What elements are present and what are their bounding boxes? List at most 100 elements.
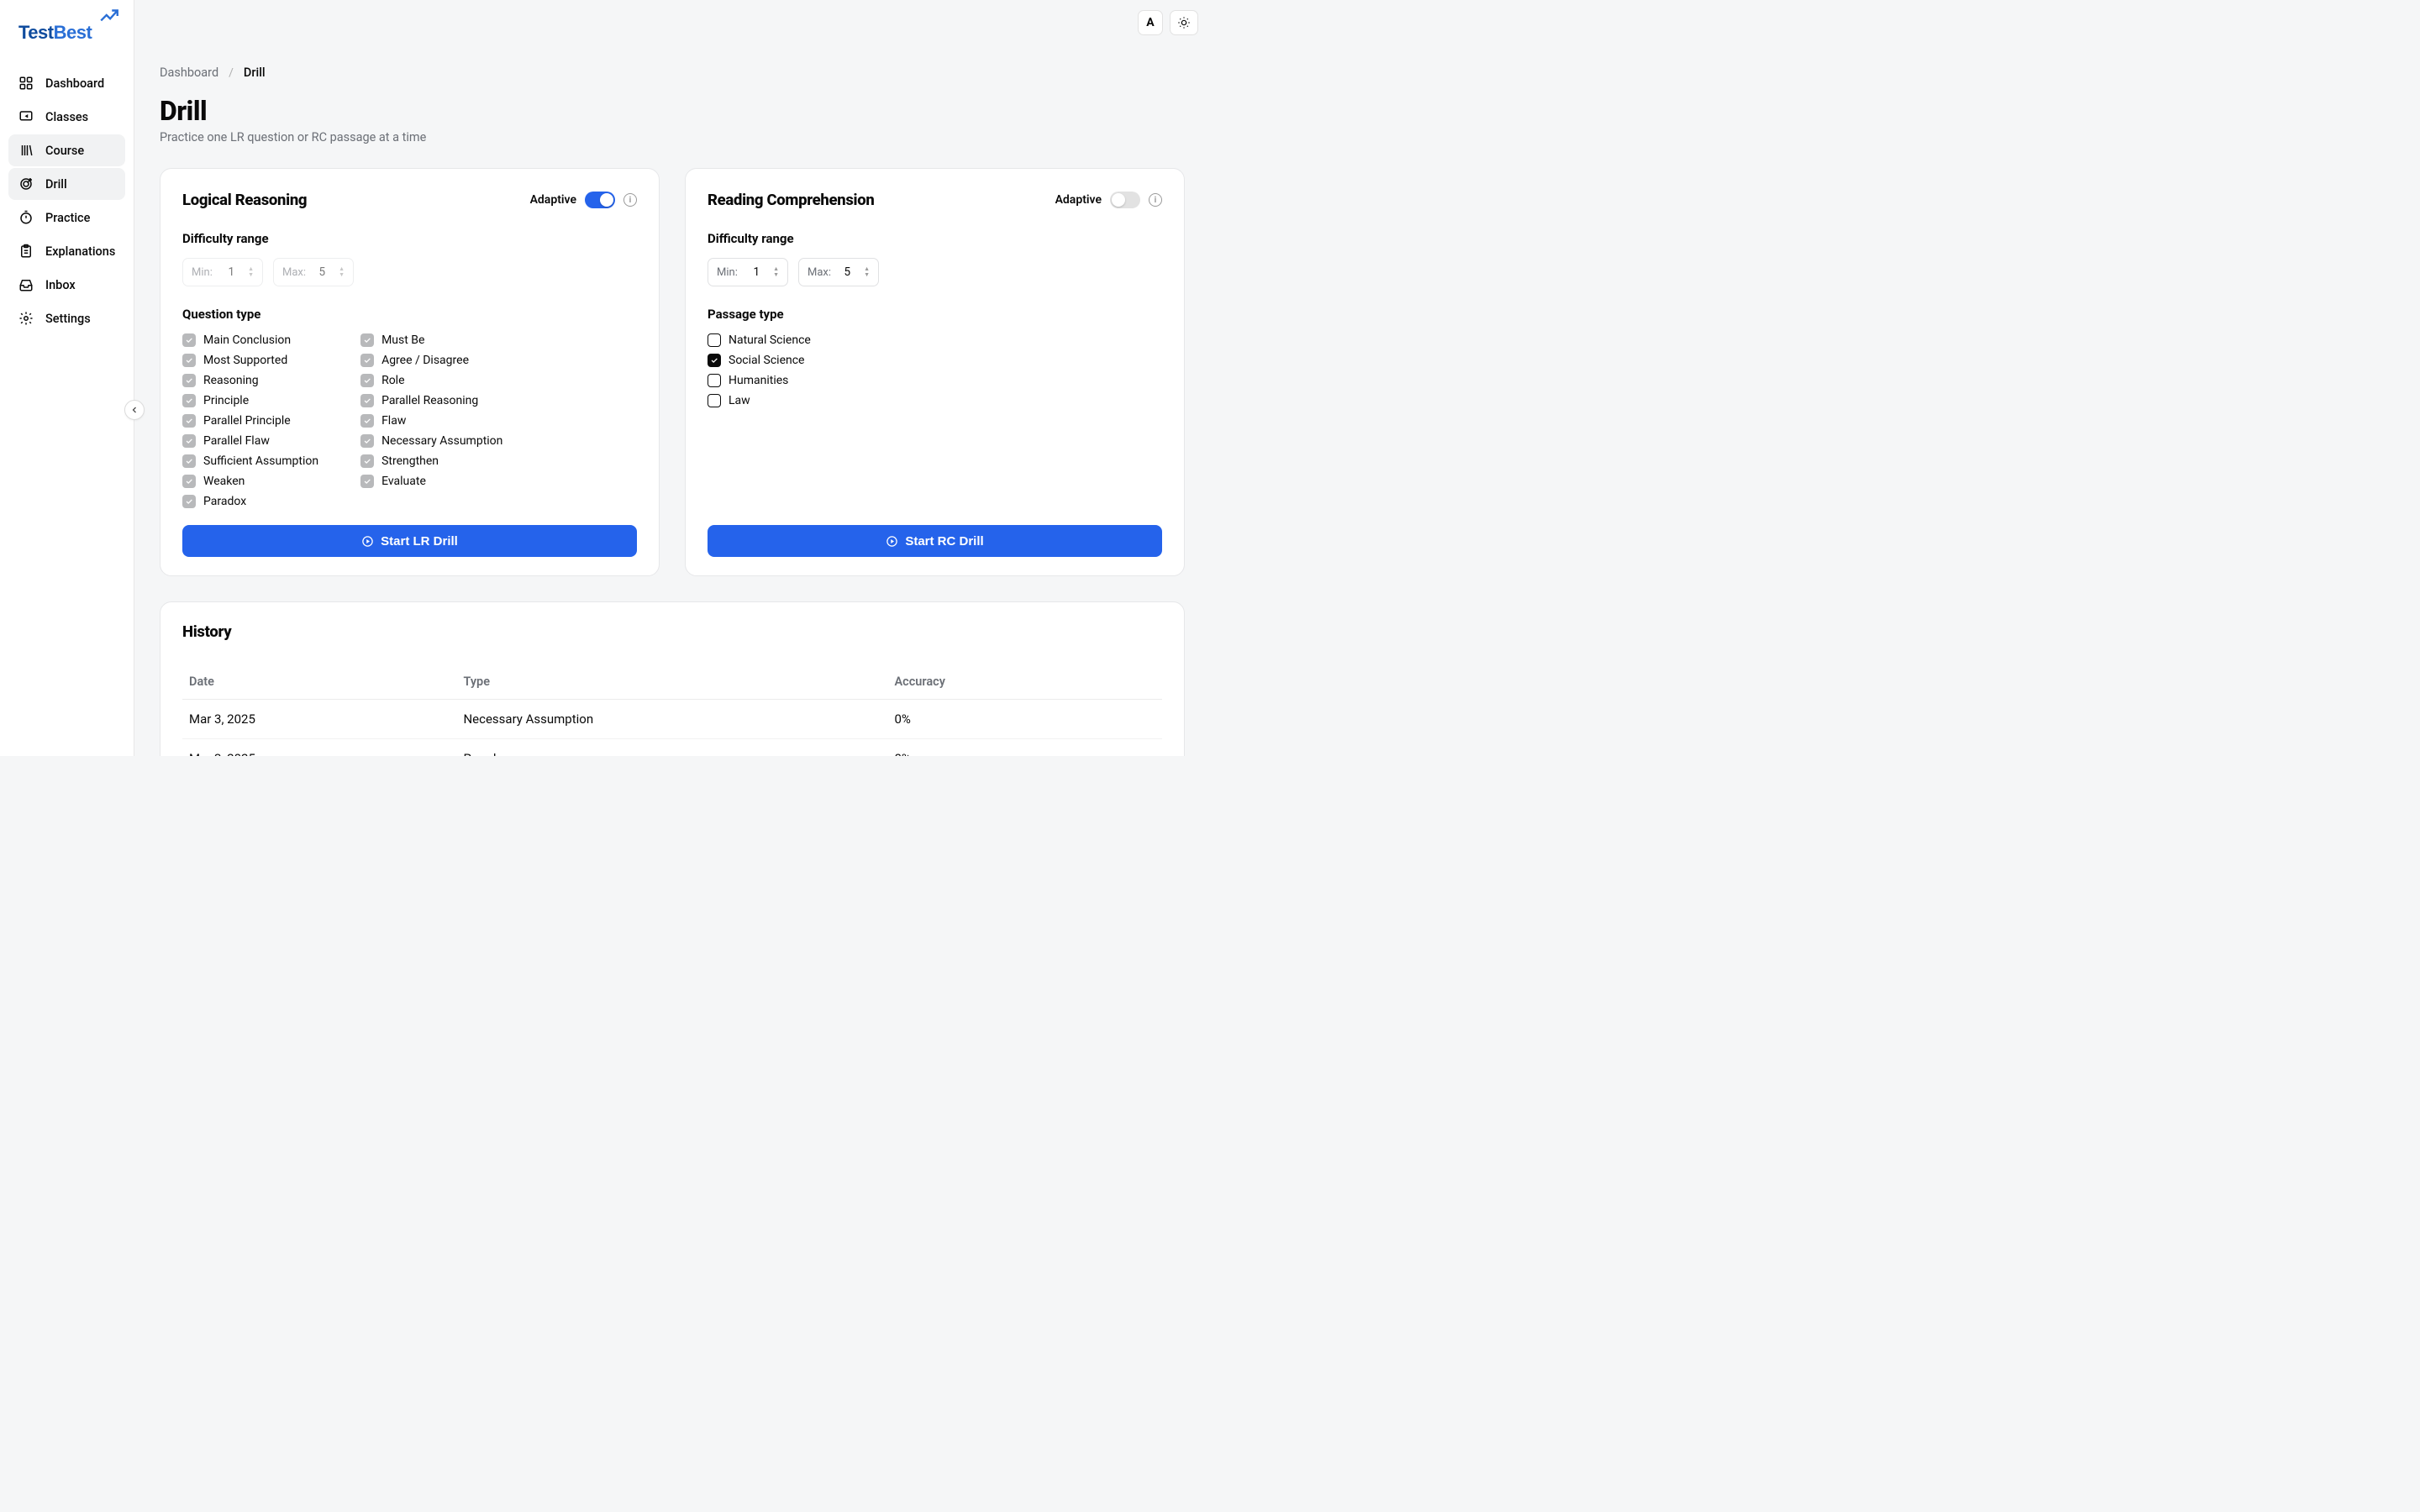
- sidebar-item-classes[interactable]: Classes: [8, 101, 125, 133]
- checkbox-reasoning[interactable]: Reasoning: [182, 374, 318, 387]
- lr-adaptive-label: Adaptive: [530, 193, 576, 207]
- rc-adaptive-toggle[interactable]: [1110, 192, 1140, 208]
- play-circle-icon: [886, 535, 898, 548]
- screen-icon: [18, 109, 34, 124]
- start-rc-button[interactable]: Start RC Drill: [708, 525, 1162, 557]
- lr-max-input[interactable]: Max: 5 ▲▼: [273, 258, 354, 286]
- checkbox-label: Humanities: [729, 374, 788, 387]
- history-date: Mar 3, 2025: [182, 700, 456, 739]
- checkbox-evaluate[interactable]: Evaluate: [360, 475, 502, 488]
- sidebar-item-course[interactable]: Course: [8, 134, 125, 166]
- stepper-icon: ▲▼: [339, 266, 345, 278]
- checkbox-agree-disagree[interactable]: Agree / Disagree: [360, 354, 502, 367]
- target-icon: [18, 176, 34, 192]
- dashboard-icon: [18, 76, 34, 91]
- checkbox-icon: [360, 434, 374, 448]
- sidebar-item-label: Practice: [45, 211, 90, 225]
- checkbox-icon: [360, 454, 374, 468]
- cards-row: Logical Reasoning Adaptive i Difficulty …: [160, 168, 1185, 576]
- rc-min-input[interactable]: Min: 1 ▲▼: [708, 258, 788, 286]
- checkbox-icon: [182, 394, 196, 407]
- rc-adaptive-label: Adaptive: [1055, 193, 1102, 207]
- lr-adaptive-info-icon[interactable]: i: [623, 193, 637, 207]
- book-icon: [18, 143, 34, 158]
- checkbox-icon: [182, 354, 196, 367]
- history-row[interactable]: Mar 3, 2025Necessary Assumption0%: [182, 700, 1162, 739]
- checkbox-icon: [182, 434, 196, 448]
- checkbox-label: Social Science: [729, 354, 804, 367]
- checkbox-icon: [360, 374, 374, 387]
- checkbox-paradox[interactable]: Paradox: [182, 495, 318, 508]
- lr-difficulty-label: Difficulty range: [182, 231, 637, 246]
- history-col-date: Date: [182, 664, 456, 700]
- rc-max-input[interactable]: Max: 5 ▲▼: [798, 258, 879, 286]
- checkbox-most-supported[interactable]: Most Supported: [182, 354, 318, 367]
- checkbox-social-science[interactable]: Social Science: [708, 354, 1162, 367]
- start-lr-button[interactable]: Start LR Drill: [182, 525, 637, 557]
- sidebar-item-drill[interactable]: Drill: [8, 168, 125, 200]
- checkbox-label: Flaw: [381, 414, 406, 428]
- history-row[interactable]: Mar 3, 2025Paradox0%: [182, 739, 1162, 757]
- checkbox-role[interactable]: Role: [360, 374, 502, 387]
- breadcrumb-current: Drill: [244, 66, 266, 80]
- checkbox-icon: [182, 495, 196, 508]
- stopwatch-icon: [18, 210, 34, 225]
- sidebar-item-settings[interactable]: Settings: [8, 302, 125, 334]
- checkbox-parallel-principle[interactable]: Parallel Principle: [182, 414, 318, 428]
- checkbox-strengthen[interactable]: Strengthen: [360, 454, 502, 468]
- checkbox-sufficient-assumption[interactable]: Sufficient Assumption: [182, 454, 318, 468]
- checkbox-parallel-reasoning[interactable]: Parallel Reasoning: [360, 394, 502, 407]
- checkbox-necessary-assumption[interactable]: Necessary Assumption: [360, 434, 502, 448]
- page-subtitle: Practice one LR question or RC passage a…: [160, 130, 1185, 144]
- checkbox-label: Parallel Principle: [203, 414, 291, 428]
- sidebar-item-practice[interactable]: Practice: [8, 202, 125, 234]
- checkbox-weaken[interactable]: Weaken: [182, 475, 318, 488]
- breadcrumb-root[interactable]: Dashboard: [160, 66, 218, 80]
- play-circle-icon: [361, 535, 374, 548]
- gear-icon: [18, 311, 34, 326]
- stepper-icon: ▲▼: [773, 266, 779, 278]
- breadcrumb: Dashboard / Drill: [160, 66, 1185, 80]
- lr-question-type-label: Question type: [182, 307, 637, 322]
- inbox-icon: [18, 277, 34, 292]
- checkbox-icon: [182, 333, 196, 347]
- stepper-icon: ▲▼: [864, 266, 870, 278]
- checkbox-icon: [182, 414, 196, 428]
- page-title: Drill: [160, 95, 1185, 127]
- history-accuracy: 0%: [888, 739, 1163, 757]
- sidebar-item-inbox[interactable]: Inbox: [8, 269, 125, 301]
- lr-adaptive-toggle[interactable]: [585, 192, 615, 208]
- checkbox-icon: [360, 475, 374, 488]
- history-card: History DateTypeAccuracy Mar 3, 2025Nece…: [160, 601, 1185, 756]
- history-col-type: Type: [456, 664, 887, 700]
- lr-min-input[interactable]: Min: 1 ▲▼: [182, 258, 263, 286]
- rc-card: Reading Comprehension Adaptive i Difficu…: [685, 168, 1185, 576]
- rc-adaptive-info-icon[interactable]: i: [1149, 193, 1162, 207]
- checkbox-law[interactable]: Law: [708, 394, 1162, 407]
- checkbox-principle[interactable]: Principle: [182, 394, 318, 407]
- logo[interactable]: TestBest: [0, 24, 134, 67]
- checkbox-parallel-flaw[interactable]: Parallel Flaw: [182, 434, 318, 448]
- sidebar-item-label: Dashboard: [45, 76, 104, 91]
- checkbox-main-conclusion[interactable]: Main Conclusion: [182, 333, 318, 347]
- checkbox-label: Necessary Assumption: [381, 434, 502, 448]
- sidebar-item-dashboard[interactable]: Dashboard: [8, 67, 125, 99]
- checkbox-must-be[interactable]: Must Be: [360, 333, 502, 347]
- checkbox-label: Parallel Reasoning: [381, 394, 478, 407]
- breadcrumb-separator: /: [229, 66, 234, 80]
- sidebar-item-label: Course: [45, 144, 84, 158]
- sidebar-item-explanations[interactable]: Explanations: [8, 235, 125, 267]
- checkbox-icon: [360, 354, 374, 367]
- checkbox-label: Law: [729, 394, 750, 407]
- checkbox-flaw[interactable]: Flaw: [360, 414, 502, 428]
- checkbox-label: Role: [381, 374, 404, 387]
- logo-text-2: Best: [54, 22, 92, 43]
- checkbox-icon: [182, 475, 196, 488]
- checkbox-natural-science[interactable]: Natural Science: [708, 333, 1162, 347]
- checkbox-label: Reasoning: [203, 374, 259, 387]
- history-col-accuracy: Accuracy: [888, 664, 1163, 700]
- history-title: History: [182, 622, 1162, 641]
- main: Dashboard / Drill Drill Practice one LR …: [134, 0, 1210, 756]
- logo-arrow-icon: [98, 5, 120, 27]
- checkbox-humanities[interactable]: Humanities: [708, 374, 1162, 387]
